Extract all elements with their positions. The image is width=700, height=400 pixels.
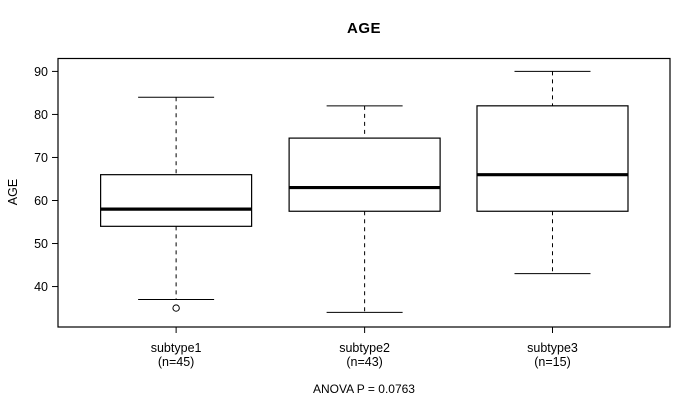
y-axis-tick-label: 50 <box>34 237 48 251</box>
outlier-point <box>172 304 180 312</box>
y-axis-tick-label: 60 <box>34 194 48 208</box>
y-axis-tick-label: 90 <box>34 65 48 79</box>
x-axis-sublabel: (n=15) <box>534 355 570 369</box>
y-axis-tick-label: 40 <box>34 280 48 294</box>
x-axis-label: subtype2 <box>339 341 390 355</box>
iqr-box <box>100 174 253 227</box>
iqr-box <box>476 105 629 212</box>
iqr-box <box>288 137 441 212</box>
plot-frame <box>57 57 671 328</box>
chart-title: AGE <box>346 20 381 37</box>
x-axis-sublabel: (n=45) <box>158 355 194 369</box>
anova-annotation: ANOVA P = 0.0763 <box>313 382 415 396</box>
x-axis-label: subtype3 <box>527 341 578 355</box>
x-axis-sublabel: (n=43) <box>346 355 382 369</box>
y-axis-title: AGE <box>6 179 20 205</box>
y-axis-tick-label: 70 <box>34 151 48 165</box>
x-axis-label: subtype1 <box>151 341 202 355</box>
y-axis-tick-label: 80 <box>34 108 48 122</box>
